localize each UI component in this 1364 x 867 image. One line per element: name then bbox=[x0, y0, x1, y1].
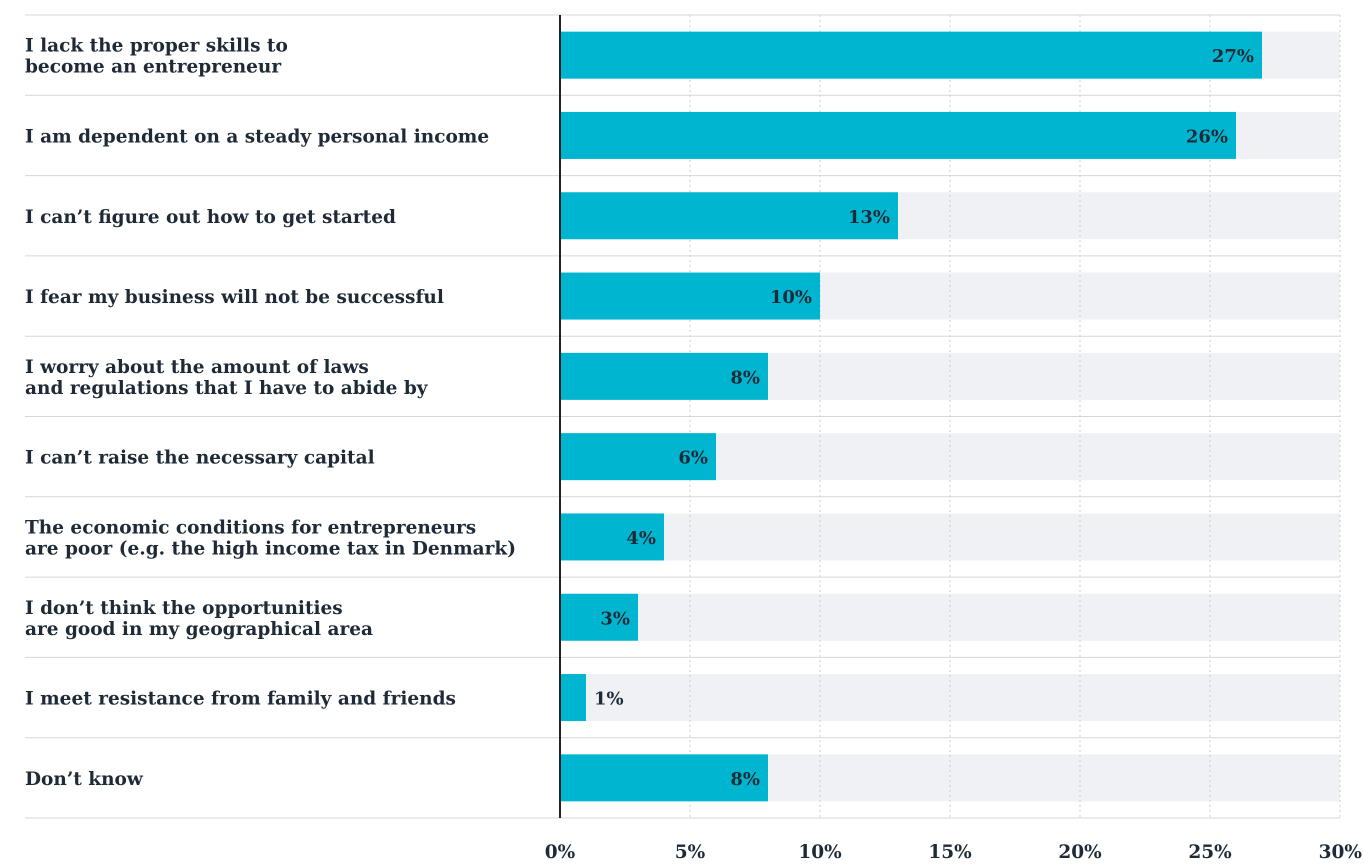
x-tick-labels: 0% 5% 10% 15% 20% 25% 30% bbox=[545, 842, 1363, 863]
value-label: 1% bbox=[594, 689, 624, 710]
value-label: 27% bbox=[1212, 46, 1254, 67]
category-labels: I lack the proper skills to become an ent… bbox=[25, 36, 516, 790]
x-tick-label: 5% bbox=[675, 842, 706, 863]
category-label: I lack the proper skills to become an ent… bbox=[25, 36, 288, 78]
category-label: I fear my business will not be successfu… bbox=[25, 287, 444, 308]
bar bbox=[560, 754, 768, 802]
category-label-line: I don’t think the opportunities bbox=[25, 598, 343, 619]
x-tick-label: 20% bbox=[1058, 842, 1102, 863]
bar bbox=[560, 513, 664, 561]
bars bbox=[560, 31, 1262, 802]
x-tick-label: 10% bbox=[798, 842, 842, 863]
x-tick-label: 25% bbox=[1188, 842, 1232, 863]
value-label: 10% bbox=[770, 287, 812, 308]
value-label: 8% bbox=[730, 367, 760, 388]
gridlines bbox=[689, 15, 1341, 818]
x-tick-label: 0% bbox=[545, 842, 576, 863]
category-label: I worry about the amount of laws and regu… bbox=[25, 357, 429, 399]
category-label: I am dependent on a steady personal inco… bbox=[25, 126, 489, 147]
category-label-line: The economic conditions for entrepreneur… bbox=[25, 517, 476, 538]
bar bbox=[560, 674, 586, 722]
x-tick-label: 15% bbox=[928, 842, 972, 863]
category-label: Don’t know bbox=[25, 769, 144, 790]
value-label: 3% bbox=[600, 608, 630, 629]
category-label: I can’t raise the necessary capital bbox=[25, 448, 375, 469]
category-label-line: and regulations that I have to abide by bbox=[25, 378, 429, 399]
category-label-line: I meet resistance from family and friend… bbox=[25, 689, 456, 710]
category-label-line: I can’t raise the necessary capital bbox=[25, 448, 375, 469]
row-separators bbox=[25, 14, 1340, 819]
bar bbox=[560, 593, 638, 641]
category-label: The economic conditions for entrepreneur… bbox=[25, 517, 516, 559]
bar bbox=[560, 111, 1236, 159]
category-label-line: are good in my geographical area bbox=[25, 619, 373, 640]
category-label-line: I lack the proper skills to bbox=[25, 36, 288, 57]
category-label: I don’t think the opportunities are good … bbox=[25, 598, 373, 640]
bar bbox=[560, 192, 898, 240]
value-label: 4% bbox=[626, 528, 656, 549]
bar bbox=[560, 31, 1262, 79]
bar bbox=[560, 272, 820, 320]
value-label: 13% bbox=[848, 207, 890, 228]
category-label-line: I am dependent on a steady personal inco… bbox=[25, 126, 489, 147]
x-tick-label: 30% bbox=[1319, 842, 1363, 863]
category-label-line: become an entrepreneur bbox=[25, 57, 281, 78]
bar bbox=[560, 433, 716, 481]
category-label: I can’t figure out how to get started bbox=[25, 207, 396, 228]
value-label: 8% bbox=[730, 769, 760, 790]
category-label-line: I fear my business will not be successfu… bbox=[25, 287, 444, 308]
value-label: 6% bbox=[678, 448, 708, 469]
category-label-line: Don’t know bbox=[25, 769, 144, 790]
value-label: 26% bbox=[1186, 126, 1228, 147]
category-label-line: are poor (e.g. the high income tax in De… bbox=[25, 538, 516, 559]
bar bbox=[560, 352, 768, 400]
category-label-line: I worry about the amount of laws bbox=[25, 357, 369, 378]
category-label-line: I can’t figure out how to get started bbox=[25, 207, 396, 228]
category-label: I meet resistance from family and friend… bbox=[25, 689, 456, 710]
value-labels: 27% 26% 13% 10% 8% 6% 4% 3% 1% 8% bbox=[594, 46, 1254, 790]
